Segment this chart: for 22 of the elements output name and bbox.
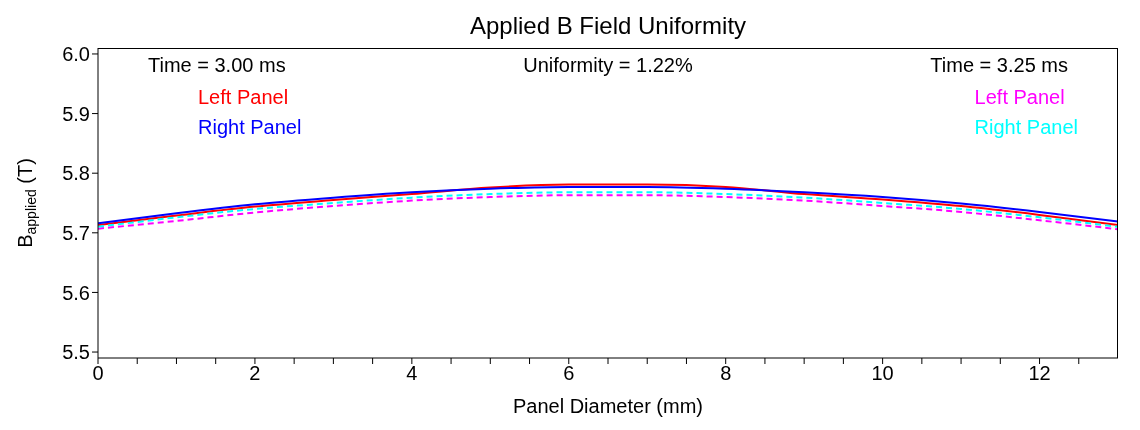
x-tick-label: 10 bbox=[871, 362, 894, 385]
annotation: Time = 3.25 ms bbox=[930, 54, 1068, 77]
annotation: Time = 3.00 ms bbox=[148, 54, 286, 77]
x-tick-label: 4 bbox=[406, 362, 418, 385]
y-tick-label: 5.5 bbox=[62, 341, 90, 364]
text: Right Panel bbox=[198, 115, 302, 140]
x-tick-label: 2 bbox=[249, 362, 261, 385]
x-axis-title: Panel Diameter (mm) bbox=[512, 395, 704, 417]
y-tick-label: 5.7 bbox=[62, 221, 90, 244]
x-tick-label: 6 bbox=[563, 362, 575, 385]
annotation: Uniformity = 1.22% bbox=[523, 54, 693, 77]
y-tick-label: 5.9 bbox=[62, 102, 90, 125]
text: Left Panel bbox=[974, 85, 1066, 110]
text: Right Panel bbox=[974, 115, 1078, 140]
x-tick-label: 12 bbox=[1028, 362, 1051, 385]
x-tick-label: 0 bbox=[92, 362, 104, 385]
y-tick-label: 6.0 bbox=[62, 43, 90, 66]
text: Left Panel bbox=[198, 85, 290, 110]
x-tick-label: 8 bbox=[720, 362, 732, 385]
chart-title: Applied B Field Uniformity bbox=[468, 12, 748, 40]
y-tick-label: 5.6 bbox=[62, 281, 90, 304]
y-tick-label: 5.8 bbox=[62, 162, 90, 185]
